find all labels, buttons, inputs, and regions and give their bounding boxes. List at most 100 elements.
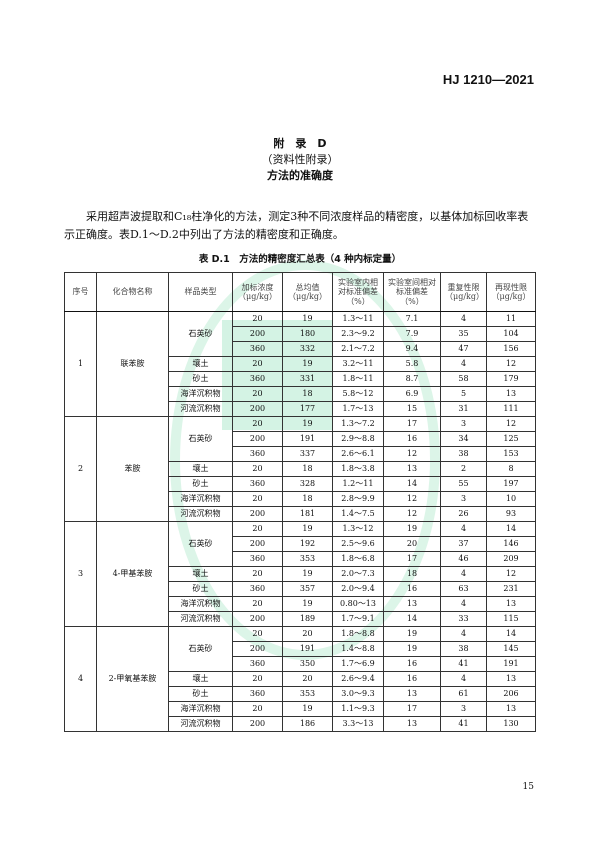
spike-concentration-cell: 20 (232, 671, 283, 687)
spike-concentration-cell: 20 (232, 701, 283, 717)
column-header: 实验室间相对标准偏差（%） (383, 272, 441, 312)
mean-value-cell: 19 (282, 356, 333, 372)
table-row: 壤土 20 18 1.8～3.8 13 2 8 (65, 461, 536, 477)
intra-lab-rsd-cell: 1.4～8.8 (332, 641, 384, 657)
reproducibility-limit-cell: 11 (486, 311, 536, 327)
row-number-cell: 2 (64, 416, 97, 522)
inter-lab-rsd-cell: 13 (383, 461, 441, 477)
table-row: 海洋沉积物 20 19 1.1～9.3 17 3 13 (65, 701, 536, 717)
column-header: 序号 (64, 272, 97, 312)
sample-type-cell: 河流沉积物 (168, 716, 233, 732)
reproducibility-limit-cell: 146 (486, 536, 536, 552)
column-header: 再现性限（μg/kg） (486, 272, 536, 312)
table-row: 200 191 1.4～8.8 19 38 145 (65, 641, 536, 657)
repeatability-limit-cell: 63 (440, 581, 487, 597)
spike-concentration-cell: 360 (232, 581, 283, 597)
repeatability-limit-cell: 4 (440, 566, 487, 582)
inter-lab-rsd-cell: 5.8 (383, 356, 441, 372)
inter-lab-rsd-cell: 18 (383, 566, 441, 582)
intra-lab-rsd-cell: 1.7～13 (332, 401, 384, 417)
spike-concentration-cell: 360 (232, 686, 283, 702)
mean-value-cell: 20 (282, 671, 333, 687)
inter-lab-rsd-cell: 17 (383, 701, 441, 717)
intra-lab-rsd-cell: 3.3～13 (332, 716, 384, 732)
spike-concentration-cell: 20 (232, 386, 283, 402)
repeatability-limit-cell: 2 (440, 461, 487, 477)
mean-value-cell: 180 (282, 326, 333, 342)
table-row: 河流沉积物 200 181 1.4～7.5 12 26 93 (65, 506, 536, 522)
reproducibility-limit-cell: 14 (486, 521, 536, 537)
intra-lab-rsd-cell: 5.8～12 (332, 386, 384, 402)
table-row: 壤土 20 20 2.6～9.4 16 4 13 (65, 671, 536, 687)
intra-lab-rsd-cell: 2.9～8.8 (332, 431, 384, 447)
compound-name-cell: 联苯胺 (96, 311, 169, 417)
inter-lab-rsd-cell: 6.9 (383, 386, 441, 402)
spike-concentration-cell: 200 (232, 506, 283, 522)
appendix-type: （资料性附录） (261, 153, 339, 166)
intra-lab-rsd-cell: 1.2～11 (332, 476, 384, 492)
reproducibility-limit-cell: 8 (486, 461, 536, 477)
intra-lab-rsd-cell: 1.3～7.2 (332, 416, 384, 432)
spike-concentration-cell: 20 (232, 416, 283, 432)
mean-value-cell: 19 (282, 566, 333, 582)
mean-value-cell: 186 (282, 716, 333, 732)
sample-type-cell: 河流沉积物 (168, 506, 233, 522)
reproducibility-limit-cell: 93 (486, 506, 536, 522)
mean-value-cell: 191 (282, 431, 333, 447)
sample-type-cell: 砂土 (168, 371, 233, 387)
column-header: 实验室内相对标准偏差（%） (332, 272, 384, 312)
repeatability-limit-cell: 3 (440, 491, 487, 507)
sample-type-cell: 砂土 (168, 581, 233, 597)
reproducibility-limit-cell: 111 (486, 401, 536, 417)
intra-lab-rsd-cell: 1.1～9.3 (332, 701, 384, 717)
sample-type-cell: 海洋沉积物 (168, 386, 233, 402)
repeatability-limit-cell: 55 (440, 476, 487, 492)
table-row: 1 联苯胺 石英砂 20 19 1.3～11 7.1 4 11 (64, 311, 536, 417)
inter-lab-rsd-cell: 13 (383, 596, 441, 612)
table-row: 海洋沉积物 20 18 5.8～12 6.9 5 13 (65, 386, 536, 402)
body-paragraph: 采用超声波提取和C₁₈柱净化的方法，测定3种不同浓度样品的精密度，以基体加标回收… (64, 210, 529, 241)
inter-lab-rsd-cell: 17 (383, 416, 441, 432)
spike-concentration-cell: 360 (232, 446, 283, 462)
reproducibility-limit-cell: 115 (486, 611, 536, 627)
spike-concentration-cell: 20 (232, 626, 283, 642)
intra-lab-rsd-cell: 2.3～9.2 (332, 326, 384, 342)
spike-concentration-cell: 360 (232, 476, 283, 492)
reproducibility-limit-cell: 156 (486, 341, 536, 357)
inter-lab-rsd-cell: 12 (383, 491, 441, 507)
table-row: 2 苯胺 石英砂 20 19 1.3～7.2 17 3 12 (64, 416, 536, 522)
appendix-title: 附 录 D (273, 137, 327, 150)
mean-value-cell: 19 (282, 521, 333, 537)
inter-lab-rsd-cell: 13 (383, 716, 441, 732)
intra-lab-rsd-cell: 2.8～9.9 (332, 491, 384, 507)
inter-lab-rsd-cell: 14 (383, 476, 441, 492)
reproducibility-limit-cell: 13 (486, 701, 536, 717)
mean-value-cell: 18 (282, 386, 333, 402)
table-row: 河流沉积物 200 177 1.7～13 15 31 111 (65, 401, 536, 417)
repeatability-limit-cell: 41 (440, 716, 487, 732)
spike-concentration-cell: 20 (232, 491, 283, 507)
compound-name-cell: 4-甲基苯胺 (96, 521, 169, 627)
compound-name-cell: 苯胺 (96, 416, 169, 522)
mean-value-cell: 191 (282, 641, 333, 657)
table-row: 砂土 360 331 1.8～11 8.7 58 179 (65, 371, 536, 387)
table-row: 壤土 20 19 2.0～7.3 18 4 12 (65, 566, 536, 582)
mean-value-cell: 20 (282, 626, 333, 642)
mean-value-cell: 328 (282, 476, 333, 492)
spike-concentration-cell: 200 (232, 431, 283, 447)
standard-number: HJ 1210—2021 (442, 72, 534, 87)
repeatability-limit-cell: 4 (440, 356, 487, 372)
repeatability-limit-cell: 4 (440, 311, 487, 327)
sample-type-cell: 石英砂 (168, 311, 233, 357)
spike-concentration-cell: 200 (232, 611, 283, 627)
mean-value-cell: 19 (282, 311, 333, 327)
mean-value-cell: 189 (282, 611, 333, 627)
mean-value-cell: 18 (282, 461, 333, 477)
reproducibility-limit-cell: 13 (486, 671, 536, 687)
table-row: 河流沉积物 200 186 3.3～13 13 41 130 (65, 716, 536, 732)
spike-concentration-cell: 200 (232, 326, 283, 342)
row-number-cell: 4 (64, 626, 97, 732)
reproducibility-limit-cell: 130 (486, 716, 536, 732)
inter-lab-rsd-cell: 17 (383, 551, 441, 567)
repeatability-limit-cell: 46 (440, 551, 487, 567)
